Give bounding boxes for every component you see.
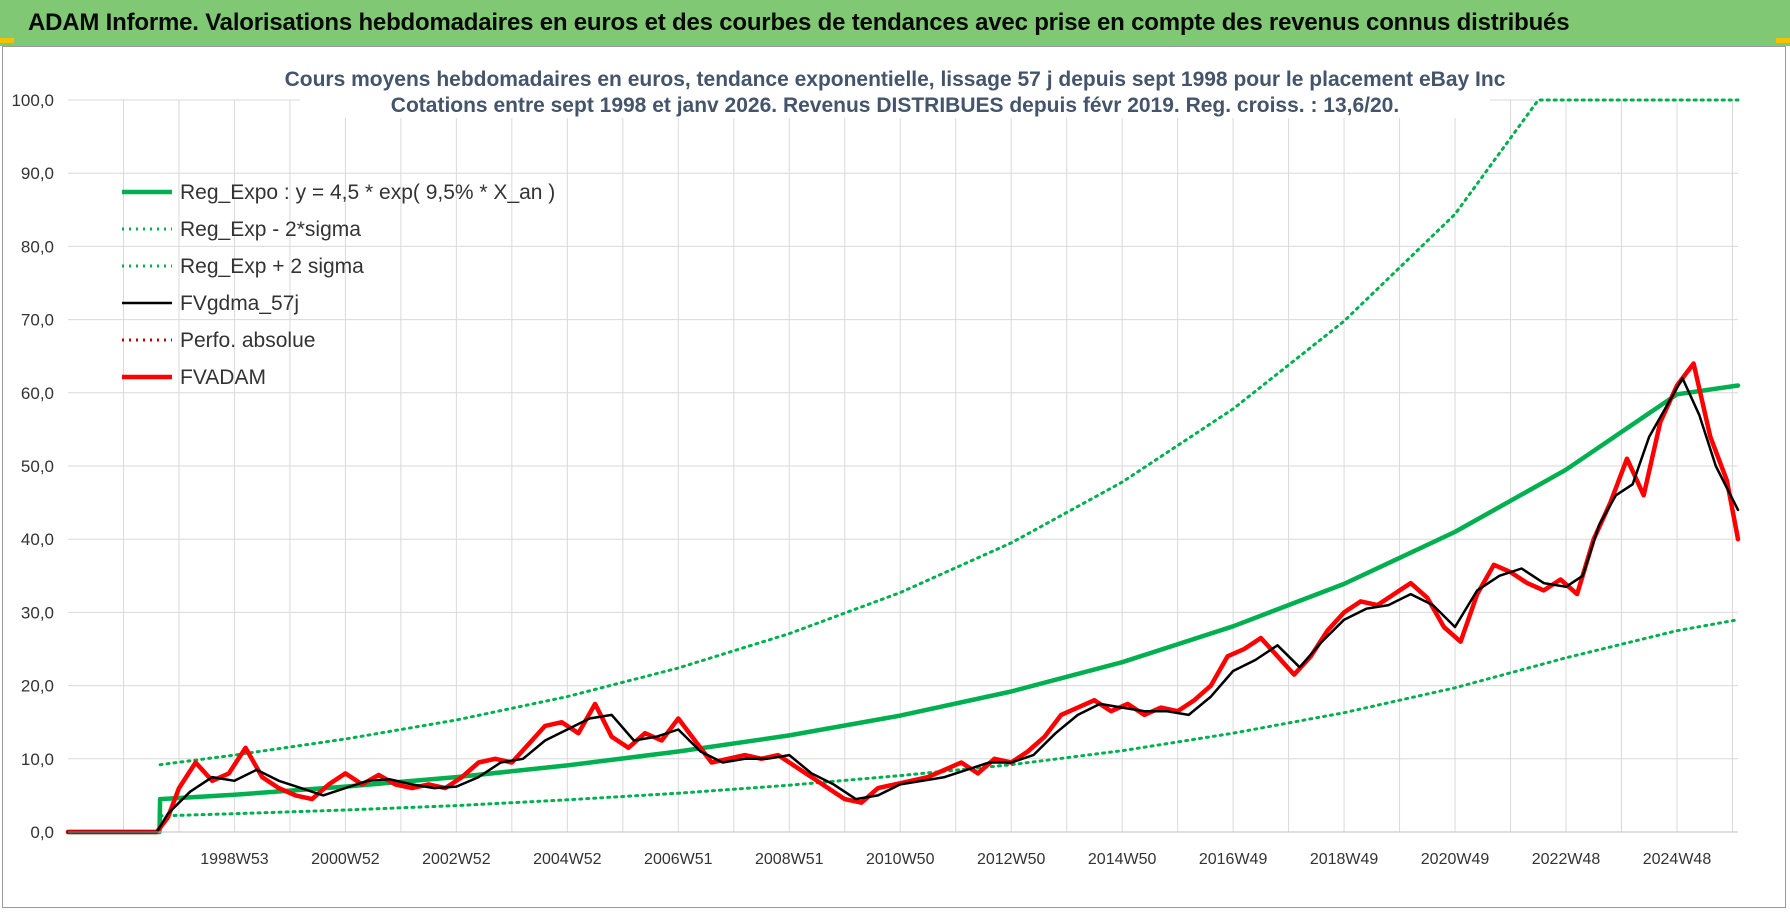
x-tick-label: 2014W50 <box>1088 851 1157 868</box>
series-line-2 <box>158 98 1740 767</box>
legend-label: Reg_Exp - 2*sigma <box>180 218 361 241</box>
x-tick-label: 2018W49 <box>1310 851 1379 868</box>
chart-series <box>65 98 1741 835</box>
y-tick-label: 0,0 <box>30 823 54 842</box>
series-line-1 <box>158 618 1740 818</box>
x-tick-label: 1998W53 <box>200 851 269 868</box>
chart-title-block: Cours moyens hebdomadaires en euros, ten… <box>285 60 1506 118</box>
chart-title-line-2: Cotations entre sept 1998 et janv 2026. … <box>391 94 1399 117</box>
x-tick-label: 2006W51 <box>644 851 713 868</box>
series-line-3 <box>66 376 1740 834</box>
y-tick-label: 10,0 <box>21 750 54 769</box>
legend-label: FVgdma_57j <box>180 292 299 315</box>
legend-label: Reg_Expo : y = 4,5 * exp( 9,5% * X_an ) <box>180 181 555 204</box>
x-tick-label: 2002W52 <box>422 851 491 868</box>
x-tick-label: 2004W52 <box>533 851 602 868</box>
legend-label: Perfo. absolue <box>180 329 315 352</box>
corner-mark-left <box>0 38 14 43</box>
x-tick-label: 2010W50 <box>866 851 935 868</box>
report-banner: ADAM Informe. Valorisations hebdomadaire… <box>0 0 1790 46</box>
x-tick-label: 2016W49 <box>1199 851 1268 868</box>
x-tick-label: 2024W48 <box>1643 851 1712 868</box>
x-tick-label: 2022W48 <box>1532 851 1601 868</box>
x-tick-label: 2012W50 <box>977 851 1046 868</box>
y-tick-label: 70,0 <box>21 311 54 330</box>
y-tick-label: 50,0 <box>21 457 54 476</box>
x-tick-label: 2000W52 <box>311 851 380 868</box>
y-tick-label: 90,0 <box>21 164 54 183</box>
chart-axes: 0,0 10,0 20,0 30,0 40,0 50,0 60,0 70,0 80,0 90,0 1… <box>11 91 1738 868</box>
chart-title-background <box>300 60 1490 118</box>
chart-frame <box>2 46 1786 908</box>
series-line-0 <box>65 383 1741 835</box>
report-title: ADAM Informe. Valorisations hebdomadaire… <box>28 9 1570 36</box>
y-tick-label: 30,0 <box>21 603 54 622</box>
legend-label: FVADAM <box>180 366 266 389</box>
y-tick-label: 20,0 <box>21 677 54 696</box>
y-tick-label: 100,0 <box>11 91 54 110</box>
y-tick-label: 60,0 <box>21 384 54 403</box>
x-tick-label: 2008W51 <box>755 851 824 868</box>
series-line-5 <box>65 361 1741 835</box>
chart-area: 0,0 10,0 20,0 30,0 40,0 50,0 60,0 70,0 80,0 90,0 1… <box>11 60 1741 868</box>
chart-title-line-1: Cours moyens hebdomadaires en euros, ten… <box>285 68 1506 91</box>
y-tick-label: 80,0 <box>21 237 54 256</box>
y-tick-label: 40,0 <box>21 530 54 549</box>
chart-legend: Reg_Expo : y = 4,5 * exp( 9,5% * X_an ) R… <box>122 181 555 389</box>
corner-mark-right <box>1776 38 1790 43</box>
legend-label: Reg_Exp + 2 sigma <box>180 255 364 278</box>
chart-grid <box>68 99 1738 833</box>
x-tick-label: 2020W49 <box>1421 851 1490 868</box>
